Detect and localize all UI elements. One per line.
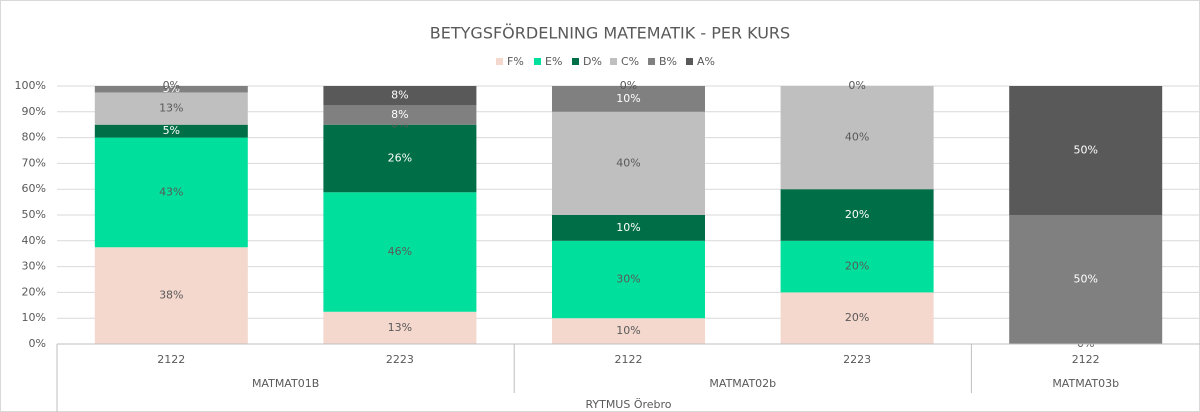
x-tick-label: 2122 — [615, 353, 643, 366]
legend-swatch — [534, 58, 541, 65]
data-label: 50% — [1073, 144, 1097, 157]
data-label: 10% — [616, 92, 640, 105]
data-label: 26% — [388, 151, 412, 164]
legend-swatch — [572, 58, 579, 65]
legend-swatch — [686, 58, 693, 65]
legend-swatch — [496, 58, 503, 65]
data-label: 40% — [845, 131, 869, 144]
bar-segment — [323, 124, 477, 193]
bar-segment — [323, 105, 477, 125]
data-label: 10% — [616, 221, 640, 234]
x-tick-label: 2223 — [386, 353, 414, 366]
bar-segment — [1009, 86, 1163, 215]
bar-segment — [780, 86, 934, 190]
bar-segment — [94, 137, 248, 248]
data-label: 5% — [163, 124, 180, 137]
y-tick-label: 80% — [22, 131, 46, 144]
data-label: 13% — [388, 321, 412, 334]
y-tick-label: 50% — [22, 208, 46, 221]
bar-segment — [94, 247, 248, 344]
data-label: 13% — [159, 102, 183, 115]
data-label: 0% — [620, 79, 637, 92]
x-tick-label: 2223 — [843, 353, 871, 366]
y-tick-label: 0% — [29, 337, 46, 350]
data-label: 43% — [159, 185, 183, 198]
data-label: 20% — [845, 311, 869, 324]
legend-label: A% — [697, 55, 715, 68]
y-tick-label: 20% — [22, 285, 46, 298]
bar-segment — [552, 86, 705, 112]
group-label: MATMAT03b — [1052, 377, 1119, 390]
legend-swatch — [610, 58, 617, 65]
bar-segment — [1009, 215, 1163, 344]
bar-segment — [552, 111, 705, 215]
data-label: 46% — [388, 245, 412, 258]
legend-label: D% — [583, 55, 602, 68]
bar-segment — [94, 92, 248, 125]
data-label: 40% — [616, 156, 640, 169]
bar-segment — [780, 189, 934, 241]
data-label: 30% — [616, 273, 640, 286]
y-tick-label: 10% — [22, 311, 46, 324]
legend-label: F% — [507, 55, 524, 68]
y-tick-label: 60% — [22, 182, 46, 195]
y-tick-label: 30% — [22, 260, 46, 273]
bar-segment — [94, 124, 248, 138]
bar-segment — [552, 215, 705, 241]
chart-title: BETYGSFÖRDELNING MATEMATIK - PER KURS — [430, 24, 790, 43]
bar-segment — [780, 240, 934, 293]
bar-segment — [552, 318, 705, 344]
group-label: MATMAT02b — [709, 377, 776, 390]
x-tick-label: 2122 — [1072, 353, 1100, 366]
bar-segment — [323, 311, 477, 344]
super-group-label: RYTMUS Örebro — [585, 398, 671, 411]
bar-segment — [94, 86, 248, 93]
legend-label: C% — [621, 55, 639, 68]
legend-swatch — [648, 58, 655, 65]
data-label: 8% — [391, 108, 408, 121]
data-label: 0% — [163, 79, 180, 92]
group-label: MATMAT01B — [252, 377, 319, 390]
y-tick-label: 100% — [15, 79, 46, 92]
x-tick-label: 2122 — [157, 353, 185, 366]
bar-segment — [323, 192, 477, 312]
data-label: 20% — [845, 208, 869, 221]
bar-segment — [780, 292, 934, 344]
y-tick-label: 70% — [22, 156, 46, 169]
data-label: 50% — [1073, 273, 1097, 286]
legend-label: E% — [545, 55, 562, 68]
data-label: 8% — [391, 89, 408, 102]
y-tick-label: 40% — [22, 234, 46, 247]
bar-segment — [552, 240, 705, 319]
data-label: 3% — [163, 82, 180, 95]
bar-segment — [323, 86, 477, 106]
legend-label: B% — [659, 55, 677, 68]
data-label: 38% — [159, 289, 183, 302]
data-label: 10% — [616, 324, 640, 337]
data-label: 20% — [845, 260, 869, 273]
data-label: 0% — [848, 79, 865, 92]
y-tick-label: 90% — [22, 105, 46, 118]
